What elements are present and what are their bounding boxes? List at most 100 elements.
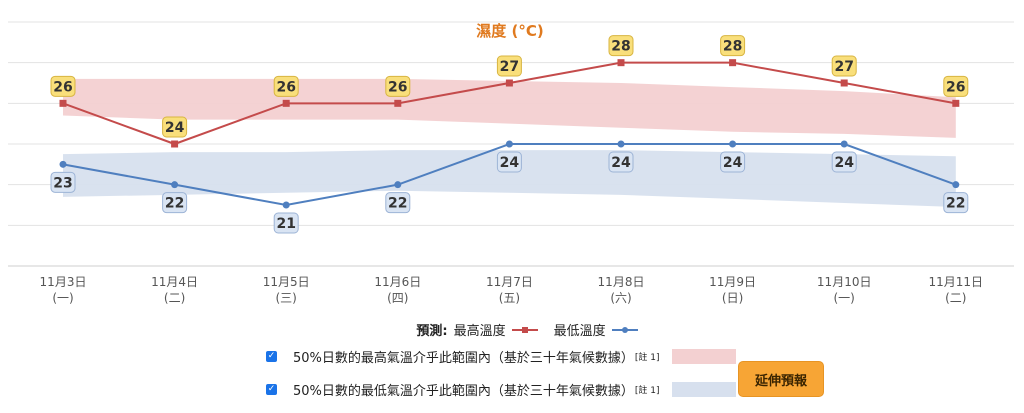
min-temp-label: 24 [720, 151, 746, 173]
data-label-text: 22 [946, 196, 965, 212]
min-temp-label: 21 [273, 212, 299, 234]
max-temp-label: 27 [831, 55, 857, 77]
data-label-box [720, 35, 746, 57]
x-tick-weekday: (四) [387, 291, 408, 305]
band-min-toggle[interactable]: ✓ 50%日數的最低氣溫介乎此範圍內（基於三十年氣候數據） [註 1] [266, 380, 736, 399]
data-label-box [720, 151, 746, 173]
data-label-box [831, 151, 857, 173]
legend: 預測: 最高溫度 最低溫度 [0, 320, 1024, 339]
max-temp-point [282, 99, 290, 107]
temperature-chart: 濕度 (°C) 26 24 26 26 27 28 28 27 26 23 22 21 22 24 24 24… [8, 21, 1014, 305]
data-label-box [608, 35, 634, 57]
max-temp-label: 27 [496, 55, 522, 77]
data-label-box [831, 55, 857, 77]
data-label-text: 22 [165, 196, 184, 212]
x-tick-date: 11月10日 [817, 275, 872, 289]
max-temp-label: 26 [50, 75, 76, 97]
band-min-label: 50%日數的最低氣溫介乎此範圍內（基於三十年氣候數據） [293, 384, 634, 399]
x-tick-date: 11月6日 [374, 275, 421, 289]
x-tick-weekday: (一) [52, 291, 73, 305]
data-label-text: 26 [276, 79, 295, 95]
max-temp-label: 26 [273, 75, 299, 97]
min-temp-label: 22 [385, 192, 411, 214]
band-max-checkbox[interactable]: ✓ [266, 351, 277, 362]
min-temp-point [729, 140, 737, 148]
data-label-text: 27 [834, 59, 853, 75]
x-tick-weekday: (五) [499, 291, 520, 305]
legend-forecast-label: 預測: [416, 324, 448, 339]
max-temp-label: 28 [608, 35, 634, 57]
data-label-text: 24 [611, 155, 631, 171]
data-label-text: 24 [500, 155, 520, 171]
max-temp-point [952, 99, 960, 107]
data-label-text: 24 [723, 155, 743, 171]
min-temp-label: 22 [162, 192, 188, 214]
min-temp-label: 23 [50, 171, 76, 193]
legend-min-label: 最低溫度 [553, 324, 606, 339]
data-label-text: 27 [500, 59, 519, 75]
max-temp-label: 28 [720, 35, 746, 57]
extended-forecast-button[interactable]: 延伸預報 [738, 361, 824, 397]
x-tick-date: 11月7日 [486, 275, 533, 289]
x-tick-weekday: (三) [276, 291, 297, 305]
band-min-checkbox[interactable]: ✓ [266, 384, 277, 395]
max-temp-point [729, 59, 737, 67]
max-temp-point [59, 99, 67, 107]
data-label-box [385, 75, 411, 97]
max-temp-point [394, 99, 402, 107]
min-temp-point [952, 181, 960, 189]
data-label-text: 26 [388, 79, 407, 95]
x-tick-date: 11月3日 [40, 275, 87, 289]
x-tick-weekday: (日) [722, 291, 743, 305]
data-label-box [50, 171, 76, 193]
data-label-text: 24 [165, 120, 185, 136]
max-temp-point [840, 79, 848, 87]
band-max-toggle[interactable]: ✓ 50%日數的最高氣溫介乎此範圍內（基於三十年氣候數據） [註 1] [266, 347, 736, 366]
data-label-box [943, 75, 969, 97]
band-max-label: 50%日數的最高氣溫介乎此範圍內（基於三十年氣候數據） [293, 351, 634, 366]
x-tick-weekday: (一) [834, 291, 855, 305]
min-temp-label: 24 [608, 151, 634, 173]
x-tick-date: 11月4日 [151, 275, 198, 289]
min-temp-label: 24 [831, 151, 857, 173]
data-label-box [162, 192, 188, 214]
data-labels: 26 24 26 26 27 28 28 27 26 23 22 21 22 24 24 24 24 22 [50, 35, 969, 234]
data-label-box [273, 212, 299, 234]
data-label-text: 23 [53, 175, 72, 191]
max-temp-point [171, 140, 179, 148]
band-max-swatch [671, 349, 736, 364]
min-temp-point [171, 181, 179, 189]
data-label-text: 21 [276, 216, 295, 232]
data-label-box [273, 75, 299, 97]
x-tick-date: 11月5日 [263, 275, 310, 289]
legend-min-series[interactable]: 最低溫度 [554, 320, 638, 339]
band-max-area [63, 78, 956, 138]
data-label-box [50, 75, 76, 97]
data-label-box [162, 116, 188, 138]
data-label-box [608, 151, 634, 173]
legend-max-line-icon [511, 326, 538, 333]
band-min-swatch [671, 382, 736, 397]
data-label-text: 28 [611, 39, 630, 55]
x-tick-date: 11月8日 [598, 275, 645, 289]
min-temp-point [59, 160, 67, 168]
min-temp-label: 22 [943, 192, 969, 214]
data-label-box [385, 192, 411, 214]
x-axis-ticks: 11月3日 (一) 11月4日 (二) 11月5日 (三) 11月6日 (四) 11月7日 (五)… [40, 275, 984, 305]
data-label-text: 22 [388, 196, 407, 212]
min-temp-label: 24 [496, 151, 522, 173]
data-label-box [496, 55, 522, 77]
band-max-note[interactable]: [註 1] [634, 353, 660, 363]
chart-title: 濕度 (°C) [476, 22, 543, 40]
data-label-text: 28 [723, 39, 742, 55]
max-temp-point [505, 79, 513, 87]
data-label-text: 24 [834, 155, 854, 171]
x-tick-weekday: (二) [164, 291, 185, 305]
x-tick-weekday: (六) [610, 291, 631, 305]
min-temp-point [505, 140, 513, 148]
band-min-note[interactable]: [註 1] [634, 386, 660, 396]
legend-max-label: 最高溫度 [453, 324, 506, 339]
legend-max-series[interactable]: 最高溫度 [454, 320, 538, 339]
legend-min-line-icon [611, 326, 638, 333]
